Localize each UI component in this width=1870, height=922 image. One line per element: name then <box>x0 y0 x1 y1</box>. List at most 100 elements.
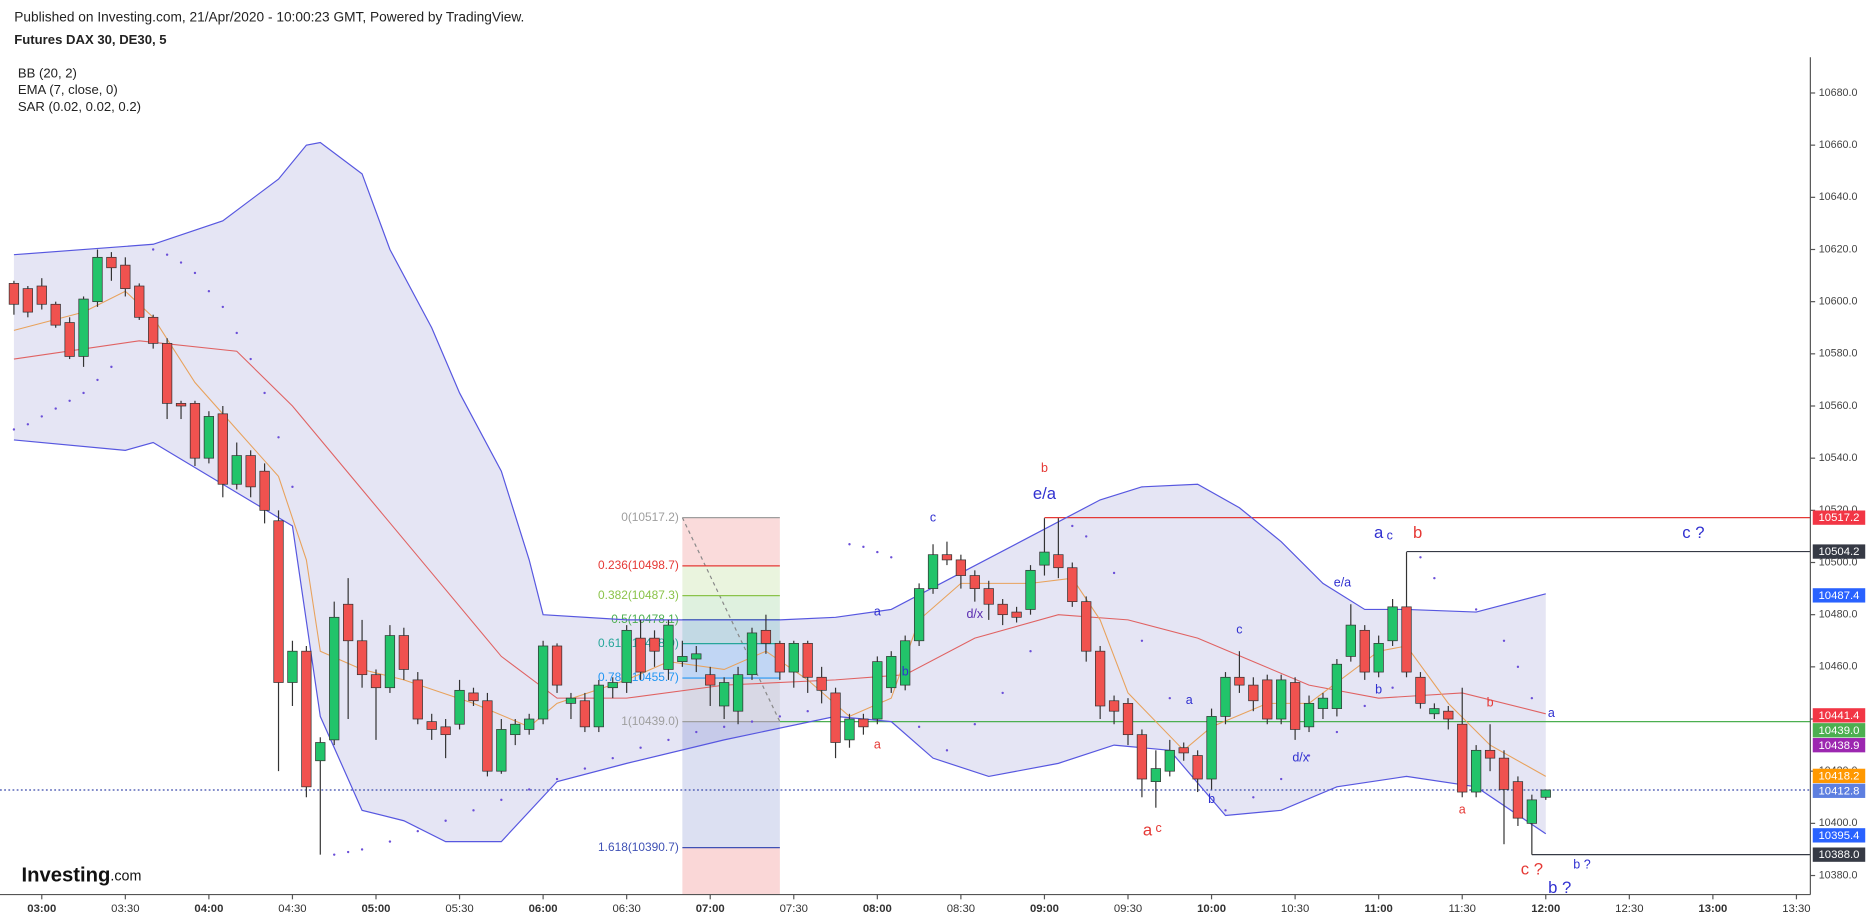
candle-body <box>607 682 618 689</box>
sar-dot <box>151 248 155 251</box>
candle-body <box>412 679 423 720</box>
legend-entry: EMA (7, close, 0) <box>18 82 118 97</box>
candle-body <box>1443 710 1454 720</box>
candle-body <box>1512 781 1524 819</box>
x-tick-label: 11:30 <box>1448 903 1476 915</box>
sar-dot <box>1279 777 1283 781</box>
price-label-box <box>1812 723 1866 738</box>
candle-body <box>1206 716 1217 780</box>
candle-body <box>36 285 47 305</box>
candle-body <box>287 650 298 683</box>
wave-label: b <box>1041 461 1048 475</box>
candle-body <box>1359 629 1370 673</box>
candle-body <box>983 588 994 605</box>
sar-dot <box>277 436 280 439</box>
sar-dot <box>263 391 266 395</box>
candle-body <box>677 656 688 662</box>
candle-body <box>1053 554 1064 569</box>
wave-label: c <box>930 510 936 524</box>
sar-dot <box>1029 650 1032 653</box>
fib-label: 0.236(10498.7) <box>598 558 679 572</box>
sar-dot <box>750 720 754 723</box>
candle-body <box>1067 567 1078 602</box>
candle-body <box>1248 684 1259 702</box>
candle-body <box>175 403 187 407</box>
sar-dot <box>890 556 893 559</box>
candle-body <box>1331 663 1343 709</box>
candle-body <box>426 721 437 730</box>
x-tick-label: 13:00 <box>1698 903 1727 915</box>
y-tick-label: 10380.0 <box>1819 869 1858 881</box>
fib-band <box>682 595 780 620</box>
sar-dot <box>249 357 252 361</box>
logo: Investing.com <box>21 865 141 887</box>
price-label-box <box>1812 588 1866 603</box>
candle-body <box>830 692 841 743</box>
sar-dot <box>472 809 475 812</box>
x-tick-label: 05:30 <box>445 903 473 915</box>
candle-body <box>997 603 1008 616</box>
sar-dot <box>444 819 447 822</box>
sar-dot <box>207 290 211 293</box>
candle-body <box>189 403 201 459</box>
fib-band <box>682 517 780 566</box>
wave-label: b <box>902 664 909 678</box>
wave-label: a <box>874 737 881 751</box>
wave-label: e/a <box>1334 576 1351 590</box>
price-label: 10418.2 <box>1819 770 1860 782</box>
y-tick-label: 10640.0 <box>1819 191 1858 203</box>
chart-subtitle: Futures DAX 30, DE30, 5 <box>14 32 166 47</box>
sar-dot <box>1112 571 1116 575</box>
fib-label: 0(10517.2) <box>621 510 679 524</box>
candle-body <box>510 723 521 736</box>
candle-body <box>1345 624 1356 657</box>
candle-body <box>719 682 730 707</box>
candle-body <box>565 697 577 704</box>
x-tick-label: 13:30 <box>1782 903 1810 915</box>
candle-body <box>732 674 744 712</box>
sar-dot <box>1224 809 1227 812</box>
candle-body <box>245 455 256 488</box>
candle-body <box>148 316 159 344</box>
candle-body <box>927 554 939 589</box>
fib-band <box>682 721 780 848</box>
sar-dot <box>40 415 43 418</box>
candle-body <box>858 718 869 728</box>
sar-dot <box>1474 608 1478 611</box>
price-label-box <box>1812 828 1866 843</box>
price-label-box <box>1812 847 1866 862</box>
chart-title: Published on Investing.com, 21/Apr/2020 … <box>14 10 524 25</box>
sar-dot <box>1433 576 1436 580</box>
sar-dot <box>1391 686 1394 689</box>
sar-dot <box>527 788 531 791</box>
sar-dot <box>110 365 113 369</box>
sar-dot <box>12 428 16 431</box>
x-tick-label: 06:30 <box>612 903 640 915</box>
price-label: 10395.4 <box>1819 830 1860 842</box>
candle-body <box>1136 734 1148 780</box>
candle-body <box>1289 682 1301 730</box>
sar-dot <box>500 798 503 802</box>
sar-dot <box>68 399 71 402</box>
candle-body <box>440 726 451 736</box>
sar-dot <box>848 543 851 546</box>
sar-dot <box>639 746 642 749</box>
candle-body <box>913 588 925 642</box>
candle-body <box>691 653 702 660</box>
fib-band <box>682 678 780 722</box>
sar-dot <box>611 756 614 760</box>
candle-body <box>468 692 479 702</box>
candle-body <box>593 684 604 728</box>
candle-body <box>886 656 897 689</box>
y-tick-label: 10400.0 <box>1819 817 1858 829</box>
legend-entry: BB (20, 2) <box>18 65 77 80</box>
sar-dot <box>179 261 183 264</box>
sar-dot <box>388 840 392 843</box>
wave-label: c ? <box>1682 523 1704 542</box>
price-label: 10517.2 <box>1819 512 1860 524</box>
sar-dot <box>333 853 336 856</box>
candle-body <box>1415 676 1426 704</box>
candle-body <box>1178 747 1189 754</box>
sar-dot <box>1168 696 1171 700</box>
candle-body <box>1401 606 1412 673</box>
